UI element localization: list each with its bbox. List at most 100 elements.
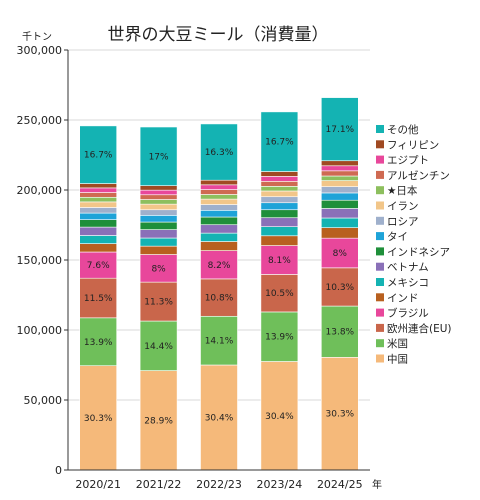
data-label: 8.2% <box>208 261 231 271</box>
y-tick-label: 300,000 <box>17 44 63 57</box>
data-label: 13.9% <box>84 338 113 348</box>
bar-segment <box>260 311 299 362</box>
legend-label: その他 <box>387 123 419 136</box>
bar-segment <box>320 97 359 162</box>
data-label: 8% <box>333 249 348 259</box>
y-tick-label: 100,000 <box>17 324 63 337</box>
bar-segment <box>139 237 178 247</box>
bar-segment <box>200 232 238 242</box>
y-tick-label: 200,000 <box>17 184 63 197</box>
bar-segment <box>200 194 238 200</box>
data-label: 8% <box>151 264 166 274</box>
bar-segment <box>139 189 178 196</box>
bar-segment <box>139 126 178 186</box>
y-tick-label: 0 <box>55 464 62 477</box>
legend-swatch <box>376 140 384 149</box>
bar-segment <box>79 243 117 253</box>
bar-segment <box>320 192 359 201</box>
legend-label: 米国 <box>387 337 408 350</box>
legend-label: エジプト <box>387 155 429 167</box>
bar-segment <box>79 125 117 184</box>
legend-label: メキシコ <box>387 277 429 289</box>
bar-segment <box>79 201 117 208</box>
legend-swatch <box>376 278 384 286</box>
legend-label: ブラジル <box>387 307 429 320</box>
bar-segment <box>139 229 178 239</box>
bar-segment <box>79 277 117 319</box>
data-label: 16.3% <box>205 148 234 158</box>
bar-segment <box>200 250 238 280</box>
data-label: 30.4% <box>265 412 294 422</box>
data-label: 11.5% <box>84 294 113 304</box>
legend-swatch <box>376 201 384 210</box>
y-axis-unit: 千トン <box>22 31 52 43</box>
bar-segment <box>139 245 178 255</box>
data-label: 16.7% <box>84 151 113 161</box>
y-tick-label: 50,000 <box>24 394 63 407</box>
bar-segment <box>320 160 359 167</box>
legend-label: インド <box>387 292 419 304</box>
bar-segment <box>260 202 299 211</box>
bar-segment <box>260 186 299 192</box>
legend-label: ★日本 <box>387 184 418 197</box>
legend-label: タイ <box>387 231 408 243</box>
bar-segment <box>200 315 238 366</box>
bar-segment <box>79 365 117 471</box>
bar-segment <box>139 203 178 211</box>
bar-segment <box>200 189 238 195</box>
legend-swatch <box>376 125 384 133</box>
bar-segment <box>200 241 238 251</box>
bar-segment <box>260 274 299 313</box>
legend-swatch <box>376 186 384 195</box>
bar-segment <box>79 192 117 198</box>
bar-segment <box>260 235 299 246</box>
x-tick-label: 2024/25 <box>317 478 363 491</box>
legend-label: インドネシア <box>387 246 450 258</box>
bar-segment <box>79 183 117 189</box>
bar-segment <box>320 237 359 269</box>
legend-label: 欧州連合(EU) <box>387 322 452 335</box>
bar-segment <box>260 196 299 204</box>
legend-swatch <box>376 323 384 332</box>
data-label: 13.9% <box>265 333 294 343</box>
legend-label: 中国 <box>387 353 408 366</box>
y-tick-label: 150,000 <box>17 254 63 267</box>
legend-swatch <box>376 293 384 302</box>
bar-segment <box>200 198 238 205</box>
bar-segment <box>320 180 359 187</box>
bar-segment <box>79 212 117 220</box>
bar-segment <box>320 165 359 172</box>
x-axis-ticks: 2020/21 2021/22 2022/23 2023/24 2024/25 <box>75 478 362 491</box>
bar-segment <box>200 216 238 226</box>
legend-swatch <box>376 339 384 348</box>
bar-segment <box>200 224 238 234</box>
bar-segment <box>200 278 238 317</box>
bar-segment <box>79 251 117 279</box>
data-label: 16.7% <box>265 138 294 148</box>
bar-segment <box>260 217 299 227</box>
bar-segment <box>320 175 359 181</box>
data-label: 28.9% <box>144 416 173 426</box>
data-label: 14.1% <box>205 337 234 347</box>
bar-segment <box>260 171 299 177</box>
bar-segment <box>79 187 117 193</box>
bar-segment <box>139 221 178 230</box>
legend-label: アルゼンチン <box>387 170 450 182</box>
bar-segment <box>79 317 117 367</box>
bar-segment <box>200 210 238 218</box>
data-label: 30.4% <box>205 414 234 424</box>
data-label: 7.6% <box>87 261 110 271</box>
bar-segment <box>139 281 178 322</box>
data-label: 17.1% <box>326 125 355 135</box>
legend-label: フィリピン <box>387 139 439 151</box>
bar-segment <box>200 179 238 186</box>
data-label: 14.4% <box>144 342 173 352</box>
legend-swatch <box>376 232 384 241</box>
bar-segment <box>139 209 178 216</box>
bar-segment <box>320 208 359 219</box>
data-label: 11.3% <box>144 298 173 308</box>
bar-segment <box>139 320 178 371</box>
legend-swatch <box>376 247 384 256</box>
legend-label: ベトナム <box>387 262 429 274</box>
